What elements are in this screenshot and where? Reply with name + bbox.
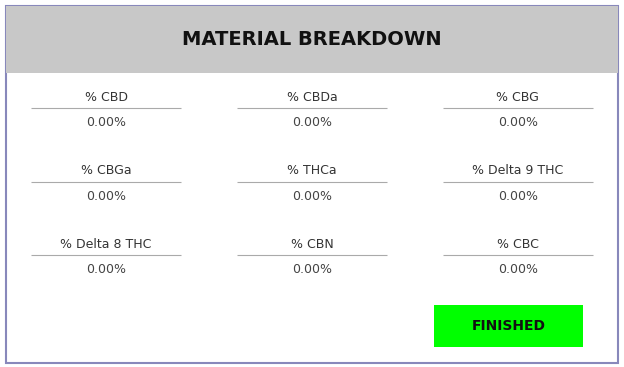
- Text: 0.00%: 0.00%: [86, 116, 126, 130]
- Text: % CBC: % CBC: [497, 237, 539, 251]
- Text: % CBDa: % CBDa: [286, 91, 338, 104]
- Text: 0.00%: 0.00%: [86, 190, 126, 203]
- Text: % Delta 9 THC: % Delta 9 THC: [472, 164, 563, 177]
- Bar: [6, 6, 618, 73]
- Text: 0.00%: 0.00%: [498, 263, 538, 276]
- Text: % THCa: % THCa: [287, 164, 337, 177]
- Text: 0.00%: 0.00%: [292, 263, 332, 276]
- Text: 0.00%: 0.00%: [292, 116, 332, 130]
- Bar: [434, 305, 583, 347]
- Text: 0.00%: 0.00%: [86, 263, 126, 276]
- Text: MATERIAL BREAKDOWN: MATERIAL BREAKDOWN: [182, 30, 442, 49]
- Text: 0.00%: 0.00%: [498, 116, 538, 130]
- Text: % CBD: % CBD: [85, 91, 127, 104]
- Text: 0.00%: 0.00%: [498, 190, 538, 203]
- Text: % CBG: % CBG: [497, 91, 539, 104]
- Text: 0.00%: 0.00%: [292, 190, 332, 203]
- Text: % CBGa: % CBGa: [80, 164, 132, 177]
- Text: FINISHED: FINISHED: [472, 319, 545, 333]
- Text: % CBN: % CBN: [291, 237, 333, 251]
- Text: % Delta 8 THC: % Delta 8 THC: [61, 237, 152, 251]
